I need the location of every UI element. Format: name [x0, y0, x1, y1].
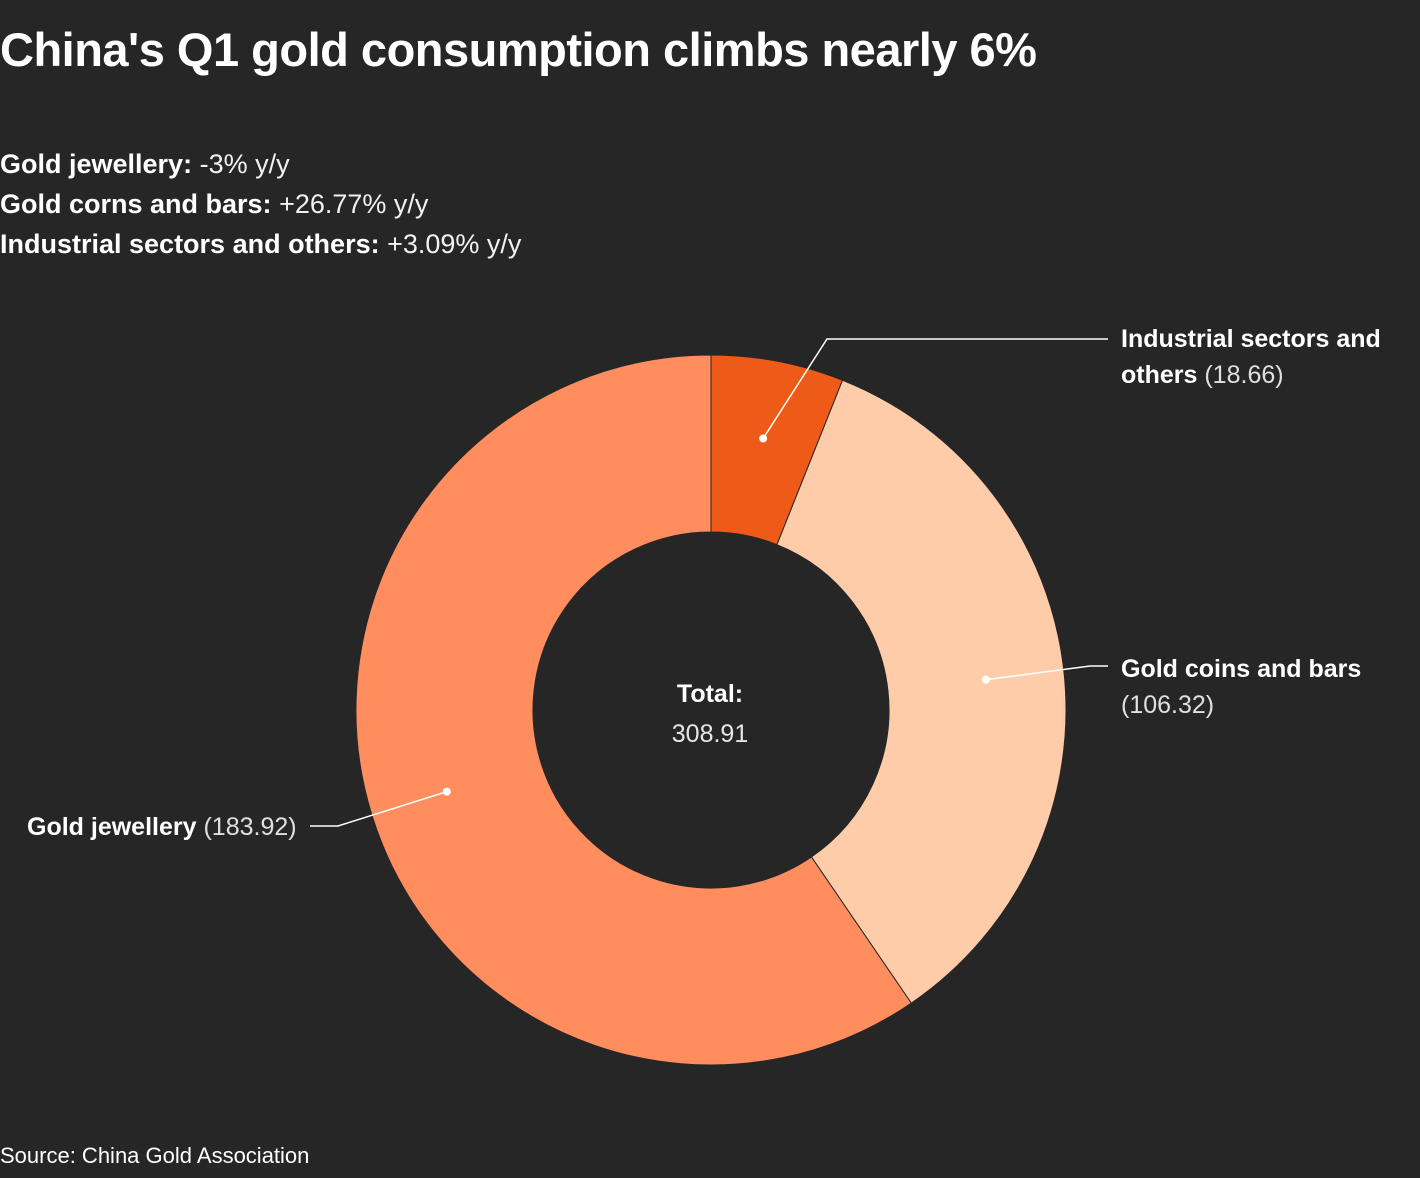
slice-label-name: Gold jewellery [27, 813, 197, 841]
subtitle-value: -3% y/y [199, 149, 290, 179]
slice-coins-bars [776, 379, 1067, 1004]
subtitle-label: Gold jewellery: [0, 149, 193, 179]
leader-dot [442, 787, 451, 796]
leader-line-industrial [762, 338, 1108, 439]
leader-line-coins-bars [985, 665, 1108, 681]
slice-label-industrial: Industrial sectors and others (18.66) [1121, 321, 1411, 393]
leader-dot [981, 675, 990, 684]
subtitle-label: Gold corns and bars: [0, 189, 272, 219]
center-total-label: Total: [676, 680, 744, 708]
subtitle-row-industrial: Industrial sectors and others: +3.09% y/… [0, 224, 521, 264]
slice-label-name: Gold coins and bars [1121, 655, 1362, 683]
chart-title: China's Q1 gold consumption climbs nearl… [0, 23, 1037, 76]
center-total: Total: 308.91 [610, 674, 810, 754]
slice-label-coins-bars: Gold coins and bars (106.32) [1121, 651, 1381, 723]
slice-label-value: (18.66) [1204, 361, 1284, 389]
source-note: Source: China Gold Association [0, 1143, 310, 1168]
subtitle-label: Industrial sectors and others: [0, 229, 380, 259]
slice-label-jewellery: Gold jewellery (183.92) [27, 809, 297, 845]
subtitle-row-coins-bars: Gold corns and bars: +26.77% y/y [0, 184, 521, 224]
slice-jewellery [355, 354, 912, 1066]
subtitle-row-jewellery: Gold jewellery: -3% y/y [0, 144, 521, 184]
leader-dot [759, 434, 768, 443]
subtitle-value: +26.77% y/y [279, 189, 429, 219]
leader-line-jewellery [310, 790, 448, 827]
slice-label-name: Industrial sectors and others [1121, 325, 1381, 389]
subtitle-value: +3.09% y/y [387, 229, 522, 259]
slice-label-value: (106.32) [1121, 691, 1215, 719]
slice-label-value: (183.92) [203, 813, 297, 841]
chart-subtitle: Gold jewellery: -3% y/y Gold corns and b… [0, 144, 521, 264]
center-total-value: 308.91 [671, 720, 749, 748]
